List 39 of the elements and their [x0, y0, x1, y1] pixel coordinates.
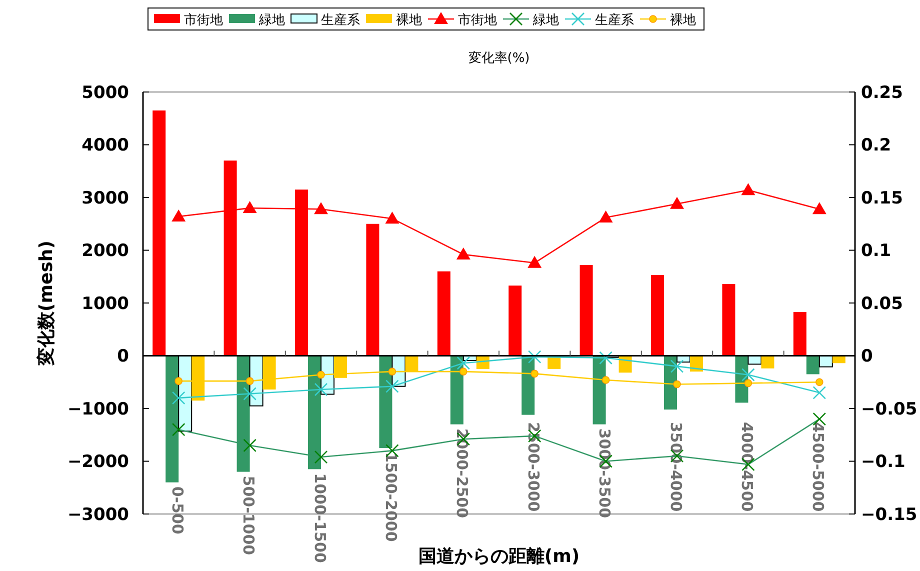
y-tick-label: −1000 — [67, 399, 130, 420]
y-tick-label: −3000 — [67, 504, 130, 525]
legend-label: 市街地 — [458, 13, 497, 28]
legend-label: 市街地 — [184, 13, 223, 28]
x-tick-label: 1000-1500 — [310, 473, 329, 563]
y-tick-label: 3000 — [82, 188, 130, 208]
y-tick-label: 1000 — [82, 294, 130, 314]
y2-tick-label: 0.25 — [861, 82, 903, 103]
x-tick-label: 0-500 — [168, 486, 186, 534]
x-tick-label: 4500-5000 — [809, 422, 828, 512]
y2-tick-label: −0.15 — [861, 504, 918, 525]
y-tick-label: 5000 — [82, 82, 130, 103]
y-axis-title: 変化数(mesh) — [36, 240, 57, 366]
legend-label: 緑地 — [258, 13, 285, 28]
x-tick-label: 2000-2500 — [453, 428, 472, 518]
y-tick-label: 2000 — [82, 241, 130, 262]
x-tick-label: 3000-3500 — [596, 428, 614, 518]
x-tick-label: 3500-4000 — [666, 422, 685, 512]
y2-tick-label: 0.15 — [861, 188, 903, 208]
legend-label: 緑地 — [532, 13, 559, 28]
x-tick-label: 4000-4500 — [738, 422, 756, 512]
y2-tick-label: −0.1 — [861, 452, 906, 472]
x-tick-label: 2500-3000 — [524, 422, 542, 512]
y-tick-label: −2000 — [67, 452, 130, 472]
y-tick-label: 4000 — [82, 136, 130, 156]
x-tick-label: 1500-2000 — [382, 452, 400, 542]
legend-label: 生産系 — [595, 12, 634, 28]
x-axis-title: 国道からの距離(m) — [418, 546, 580, 567]
y2-tick-label: 0 — [861, 346, 873, 367]
legend-label: 生産系 — [321, 12, 360, 28]
legend-label: 裸地 — [396, 13, 422, 28]
y2-tick-label: −0.05 — [861, 399, 918, 420]
y2-axis-title: 変化率(%) — [468, 50, 530, 66]
y2-tick-label: 0.05 — [861, 294, 903, 314]
x-tick-label: 500-1000 — [240, 476, 258, 556]
y2-tick-label: 0.1 — [861, 241, 892, 262]
legend-label: 裸地 — [670, 13, 696, 28]
y-tick-label: 0 — [117, 346, 130, 367]
y2-tick-label: 0.2 — [861, 136, 892, 156]
